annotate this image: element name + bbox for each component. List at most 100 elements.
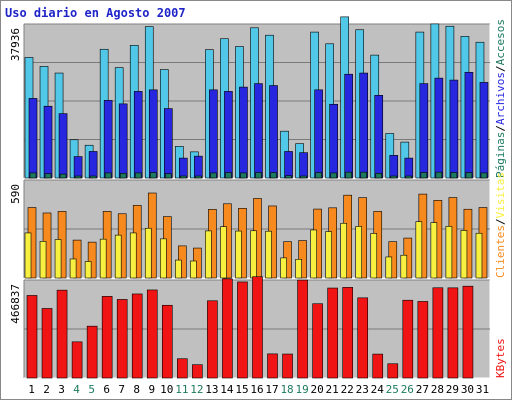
legend-bottom: KBytes — [494, 338, 507, 378]
bar-archivos-day-23 — [359, 72, 369, 179]
x-tick-label-day-27: 27 — [416, 383, 429, 396]
bar-archivos-day-1 — [28, 98, 38, 179]
x-tick-label-day-2: 2 — [43, 383, 50, 396]
bar-paginas-day-20 — [315, 172, 322, 179]
bar-archivos-day-11 — [179, 157, 188, 179]
bar-clientes-day-1 — [24, 232, 32, 279]
bar-visitas-day-5 — [87, 241, 97, 279]
bar-kbytes-day-11 — [177, 358, 188, 379]
bar-clientes-day-19 — [295, 258, 302, 279]
x-tick-label-day-5: 5 — [88, 383, 95, 396]
bar-archivos-day-12 — [194, 155, 203, 179]
bar-kbytes-day-27 — [417, 301, 429, 379]
x-tick-label-day-30: 30 — [461, 383, 474, 396]
bar-clientes-day-11 — [175, 259, 182, 279]
legend-middle: Clientes/Visitas — [494, 172, 507, 278]
bar-clientes-day-26 — [400, 254, 408, 279]
x-tick-label-day-13: 13 — [205, 383, 218, 396]
y-tick-label-top: 37936 — [9, 28, 22, 61]
x-tick-label-day-29: 29 — [446, 383, 459, 396]
x-tick-label-day-18: 18 — [280, 383, 293, 396]
bar-paginas-day-7 — [119, 173, 127, 179]
x-tick-label-day-28: 28 — [431, 383, 444, 396]
bar-kbytes-day-14 — [222, 278, 233, 379]
bar-clientes-day-22 — [340, 222, 347, 279]
bar-clientes-day-12 — [190, 260, 197, 279]
bar-clientes-day-7 — [114, 234, 122, 279]
bar-clientes-day-6 — [99, 238, 107, 279]
bar-paginas-day-3 — [59, 173, 67, 179]
bar-archivos-day-21 — [329, 103, 338, 179]
bar-paginas-day-9 — [149, 172, 157, 179]
bar-paginas-day-25 — [390, 175, 398, 179]
bar-kbytes-day-30 — [462, 285, 474, 379]
legend-entry: / — [494, 218, 507, 225]
bar-clientes-day-24 — [370, 233, 378, 279]
x-tick-label-day-19: 19 — [295, 383, 308, 396]
bar-kbytes-day-28 — [432, 287, 444, 379]
bar-clientes-day-3 — [54, 239, 62, 279]
bar-archivos-day-14 — [224, 91, 233, 179]
bar-kbytes-day-12 — [192, 364, 203, 379]
x-tick-label-day-14: 14 — [220, 383, 234, 396]
x-tick-label-day-10: 10 — [160, 383, 173, 396]
x-tick-label-day-23: 23 — [356, 383, 369, 396]
bar-paginas-day-13 — [210, 172, 217, 179]
bar-clientes-day-10 — [159, 238, 167, 279]
x-tick-label-day-20: 20 — [311, 383, 324, 396]
bar-paginas-day-21 — [330, 172, 337, 179]
bar-clientes-day-16 — [250, 230, 257, 279]
bar-kbytes-day-5 — [86, 325, 98, 379]
x-tick-label-day-3: 3 — [58, 383, 65, 396]
bar-archivos-day-28 — [434, 77, 444, 179]
bar-paginas-day-1 — [29, 172, 37, 179]
bar-clientes-day-29 — [445, 226, 453, 279]
bar-kbytes-day-1 — [26, 295, 38, 379]
bar-archivos-day-31 — [479, 82, 489, 179]
bar-archivos-day-13 — [209, 89, 218, 179]
legend-entry: Páginas — [494, 132, 507, 178]
bar-kbytes-day-13 — [207, 300, 218, 379]
bar-kbytes-day-18 — [282, 353, 293, 379]
x-tick-label-day-6: 6 — [103, 383, 110, 396]
legend-entry: Visitas — [494, 172, 507, 218]
legend-entry: Accesos — [494, 19, 507, 65]
bar-paginas-day-31 — [480, 172, 488, 179]
bar-archivos-day-30 — [464, 71, 474, 179]
bar-clientes-day-30 — [460, 230, 468, 279]
x-tick-label-day-22: 22 — [341, 383, 354, 396]
bar-clientes-day-18 — [280, 257, 287, 279]
bar-paginas-day-28 — [435, 171, 443, 179]
bar-paginas-day-19 — [300, 175, 307, 179]
x-tick-label-day-31: 31 — [476, 383, 489, 396]
bar-kbytes-day-9 — [146, 289, 158, 379]
bar-paginas-day-10 — [164, 173, 172, 179]
bar-kbytes-day-26 — [402, 299, 414, 379]
bar-archivos-day-18 — [284, 151, 293, 179]
bar-kbytes-day-15 — [237, 281, 248, 379]
x-tick-label-day-11: 11 — [175, 383, 188, 396]
bar-archivos-day-26 — [404, 157, 414, 179]
bar-clientes-day-8 — [129, 232, 137, 279]
bar-archivos-day-7 — [118, 103, 128, 179]
bar-paginas-day-23 — [360, 171, 368, 179]
bar-archivos-day-10 — [163, 108, 173, 179]
bar-archivos-day-29 — [449, 79, 459, 179]
bar-paginas-day-16 — [255, 172, 262, 179]
x-tick-label-day-25: 25 — [386, 383, 399, 396]
bar-clientes-day-17 — [265, 230, 272, 279]
bar-paginas-day-27 — [420, 172, 428, 179]
bar-paginas-day-4 — [74, 175, 82, 179]
bar-clientes-day-31 — [475, 232, 483, 279]
x-tick-label-day-7: 7 — [118, 383, 125, 396]
bar-kbytes-day-29 — [447, 287, 459, 379]
x-tick-label-day-16: 16 — [250, 383, 263, 396]
bar-archivos-day-27 — [419, 83, 429, 179]
bar-archivos-day-25 — [389, 155, 399, 179]
bar-archivos-day-4 — [73, 156, 83, 179]
legend-entry: / — [494, 65, 507, 72]
bar-kbytes-day-20 — [312, 303, 323, 379]
x-tick-label-day-24: 24 — [371, 383, 385, 396]
y-tick-label-bottom: 466837 — [9, 284, 22, 324]
bar-paginas-day-26 — [405, 175, 413, 179]
